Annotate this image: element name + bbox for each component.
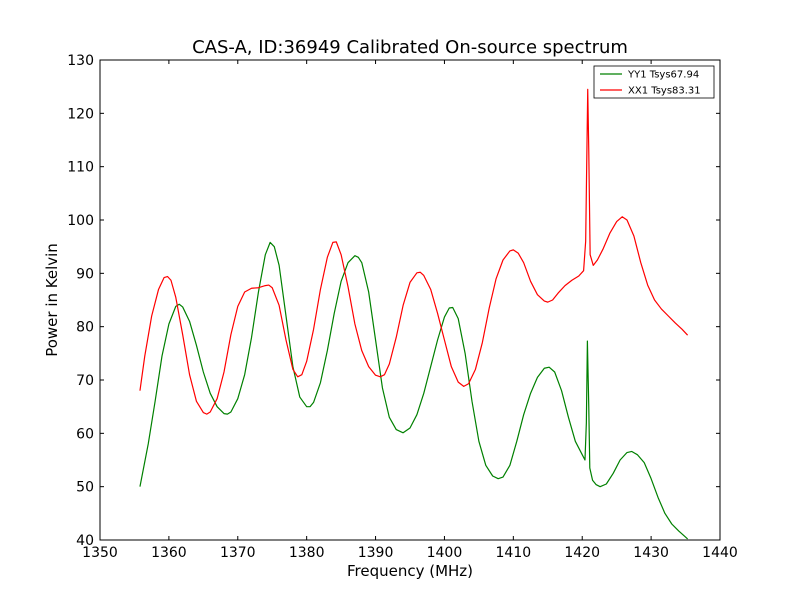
chart-title: CAS-A, ID:36949 Calibrated On-source spe… <box>192 37 628 58</box>
x-tick-label: 1350 <box>82 545 118 561</box>
plot-area <box>100 60 720 540</box>
legend-label-yy1: YY1 Tsys67.94 <box>627 70 699 81</box>
legend: YY1 Tsys67.94 XX1 Tsys83.31 <box>593 65 715 99</box>
x-tick-label: 1440 <box>702 545 738 561</box>
y-tick-label: 120 <box>67 106 94 122</box>
series-line-yy1 <box>139 241 689 540</box>
plot-frame <box>99 59 721 541</box>
y-tick-label: 50 <box>76 480 94 496</box>
y-tick-label: 130 <box>67 53 94 69</box>
x-tick-label: 1370 <box>220 545 256 561</box>
y-tick-label: 90 <box>76 266 94 282</box>
x-tick-label: 1390 <box>358 545 394 561</box>
y-tick-label: 80 <box>76 320 94 336</box>
x-tick-label: 1430 <box>633 545 669 561</box>
y-tick-label: 70 <box>76 373 94 389</box>
legend-label-xx1: XX1 Tsys83.31 <box>628 86 701 97</box>
y-axis-label: Power in Kelvin <box>43 243 61 357</box>
tick-layer: 1350 1360 1370 1380 1390 1400 1410 1420 1430 1440… <box>67 53 738 561</box>
y-tick-label: 100 <box>67 213 94 229</box>
series-line-xx1 <box>139 88 689 415</box>
x-axis-label: Frequency (MHz) <box>347 562 473 580</box>
x-tick-label: 1410 <box>496 545 532 561</box>
series-layer <box>139 88 689 540</box>
y-tick-label: 60 <box>76 426 94 442</box>
x-tick-label: 1400 <box>427 545 463 561</box>
y-tick-label: 40 <box>76 533 94 549</box>
y-tick-label: 110 <box>67 160 94 176</box>
x-tick-label: 1360 <box>151 545 187 561</box>
x-tick-label: 1380 <box>289 545 325 561</box>
x-tick-label: 1420 <box>564 545 600 561</box>
legend-box <box>593 65 715 99</box>
